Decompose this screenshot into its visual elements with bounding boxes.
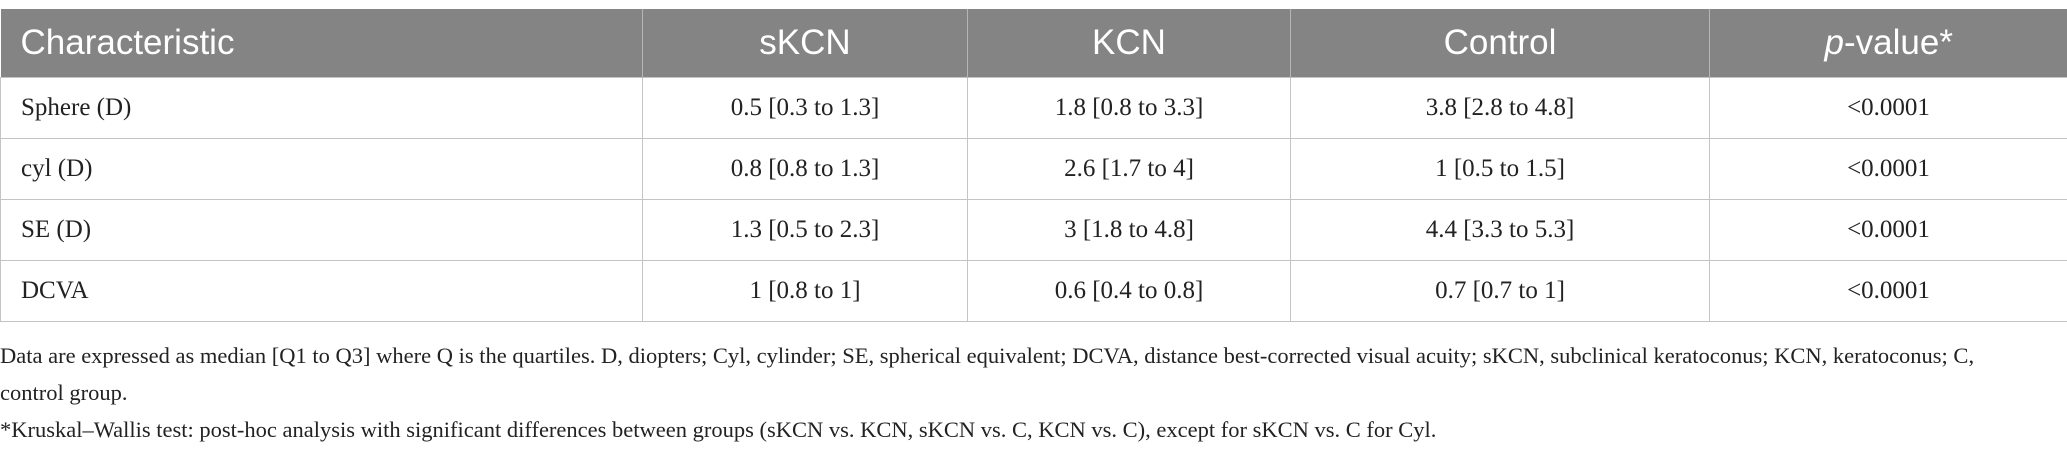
- footnotes: Data are expressed as median [Q1 to Q3] …: [0, 337, 1990, 448]
- table-row: cyl (D) 0.8 [0.8 to 1.3] 2.6 [1.7 to 4] 1 […: [0, 138, 2067, 200]
- table-body: Sphere (D) 0.5 [0.3 to 1.3] 1.8 [0.8 to 3.…: [0, 77, 2067, 322]
- table-wrap: Characteristic sKCN KCN Control p-value* Sph…: [0, 9, 2067, 322]
- header-cell: Characteristic: [0, 9, 643, 78]
- row-label: DCVA: [0, 260, 643, 322]
- header-cell: KCN: [967, 9, 1291, 78]
- data-table: Characteristic sKCN KCN Control p-value* Sph…: [0, 9, 2067, 322]
- footnote: *Kruskal–Wallis test: post-hoc analysis …: [0, 417, 1437, 442]
- cell: 0.5 [0.3 to 1.3]: [642, 77, 968, 139]
- table-head: Characteristic sKCN KCN Control p-value*: [0, 9, 2067, 78]
- cell: 3 [1.8 to 4.8]: [967, 199, 1291, 261]
- table-row: SE (D) 1.3 [0.5 to 2.3] 3 [1.8 to 4.8] 4.4 …: [0, 199, 2067, 261]
- header-text: -value*: [1844, 23, 1953, 62]
- cell: 4.4 [3.3 to 5.3]: [1290, 199, 1710, 261]
- header-cell: sKCN: [642, 9, 968, 78]
- row-label: cyl (D): [0, 138, 643, 200]
- header-italic: p: [1824, 23, 1844, 62]
- cell: 1 [0.8 to 1]: [642, 260, 968, 322]
- table-row: Sphere (D) 0.5 [0.3 to 1.3] 1.8 [0.8 to 3.…: [0, 77, 2067, 139]
- cell: 2.6 [1.7 to 4]: [967, 138, 1291, 200]
- row-label: Sphere (D): [0, 77, 643, 139]
- header-cell: Control: [1290, 9, 1710, 78]
- header-cell: p-value*: [1709, 9, 2067, 78]
- cell: 1 [0.5 to 1.5]: [1290, 138, 1710, 200]
- cell: 1.8 [0.8 to 3.3]: [967, 77, 1291, 139]
- cell: 0.7 [0.7 to 1]: [1290, 260, 1710, 322]
- cell: 0.8 [0.8 to 1.3]: [642, 138, 968, 200]
- table-row: DCVA 1 [0.8 to 1] 0.6 [0.4 to 0.8] 0.7 [0.7…: [0, 260, 2067, 322]
- cell: <0.0001: [1709, 77, 2067, 139]
- header-row: Characteristic sKCN KCN Control p-value*: [0, 9, 2067, 78]
- row-label: SE (D): [0, 199, 643, 261]
- footnote: Data are expressed as median [Q1 to Q3] …: [0, 343, 1975, 405]
- cell: 1.3 [0.5 to 2.3]: [642, 199, 968, 261]
- cell: <0.0001: [1709, 260, 2067, 322]
- cell: <0.0001: [1709, 138, 2067, 200]
- cell: 0.6 [0.4 to 0.8]: [967, 260, 1291, 322]
- cell: 3.8 [2.8 to 4.8]: [1290, 77, 1710, 139]
- cell: <0.0001: [1709, 199, 2067, 261]
